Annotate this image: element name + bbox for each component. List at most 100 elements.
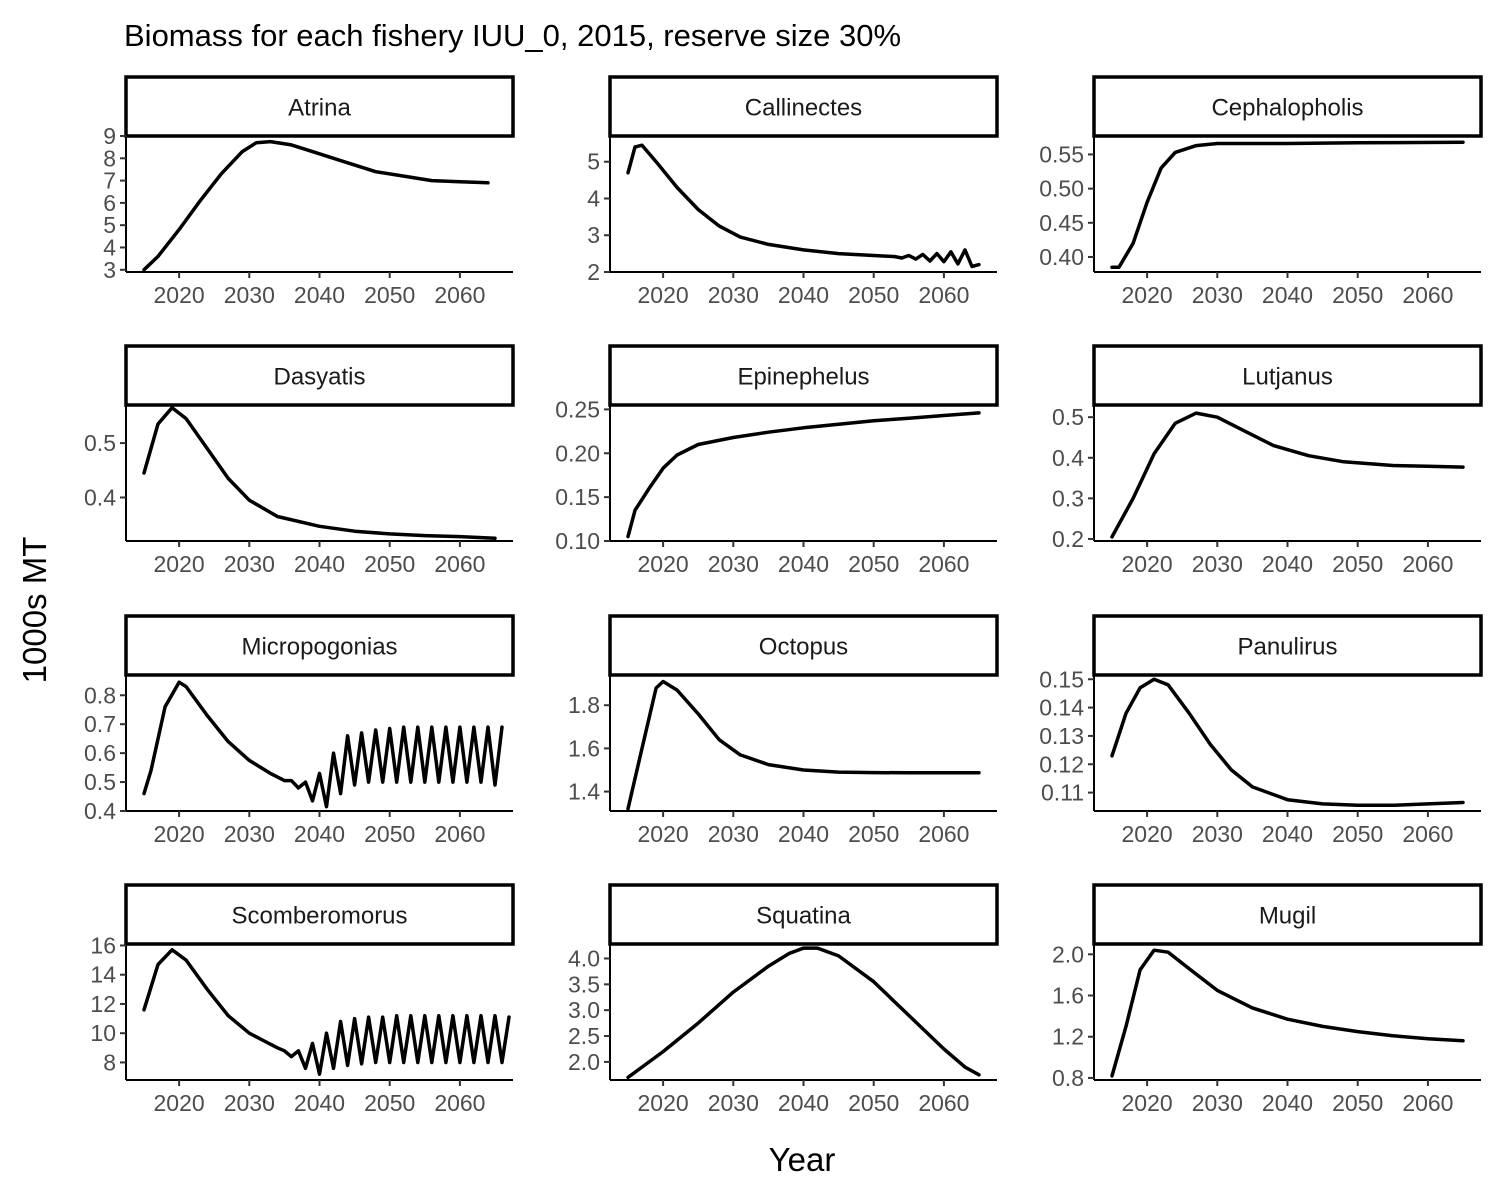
panel-lutjanus-strip-label: Lutjanus	[1242, 364, 1333, 391]
panel-lutjanus-y-tick-label: 0.3	[1052, 485, 1084, 511]
panel-atrina-strip	[124, 75, 515, 138]
panel-dasyatis: Dasyatis 0.4 0.5 2020 2030 2040 2050 2060	[84, 344, 515, 577]
panel-dasyatis-x-tick-label: 2050	[364, 551, 415, 577]
panel-octopus-x-tick-label: 2060	[918, 821, 969, 847]
panel-callinectes-series-line	[626, 143, 981, 269]
panel-octopus-strip-label: Octopus	[759, 634, 848, 661]
panel-squatina-strip	[608, 883, 999, 946]
panel-panulirus-y-tick-label: 0.15	[1039, 666, 1084, 692]
panel-squatina-y-tick-label: 2.0	[568, 1049, 600, 1075]
panel-micropogonias-x-tick-label: 2030	[224, 821, 275, 847]
panel-cephalopholis-x-tick-label: 2020	[1122, 282, 1173, 308]
panel-epinephelus-y-tick-label: 0.20	[555, 440, 600, 466]
panel-callinectes: Callinectes 2 3 4 5 2020 2030 2040 2050 2060	[587, 75, 999, 308]
panel-callinectes-x-tick-label: 2050	[848, 282, 899, 308]
panel-micropogonias-x-tick-label: 2060	[434, 821, 485, 847]
panel-dasyatis-x-tick-label: 2040	[294, 551, 345, 577]
panel-atrina-x-tick-label: 2050	[364, 282, 415, 308]
panel-lutjanus-y-tick-label: 0.4	[1052, 445, 1084, 471]
panel-lutjanus-x-tick-label: 2050	[1332, 551, 1383, 577]
panel-scomberomorus-x-tick-label: 2030	[224, 1090, 275, 1116]
panel-scomberomorus-strip	[124, 883, 515, 946]
panel-lutjanus-x-tick-label: 2040	[1262, 551, 1313, 577]
panel-micropogonias-y-tick-label: 0.5	[84, 769, 116, 795]
panel-callinectes-x-tick-label: 2040	[778, 282, 829, 308]
panel-cephalopholis-y-tick-label: 0.45	[1039, 210, 1084, 236]
panel-octopus-y-tick-label: 1.8	[568, 692, 600, 718]
panel-scomberomorus-x-tick-label: 2060	[434, 1090, 485, 1116]
panel-dasyatis-strip-label: Dasyatis	[273, 364, 365, 391]
panel-octopus: Octopus 1.4 1.6 1.8 2020 2030 2040 2050 2060	[568, 614, 999, 847]
panel-squatina-y-tick-label: 2.5	[568, 1023, 600, 1049]
panel-dasyatis-x-tick-label: 2030	[224, 551, 275, 577]
panel-epinephelus-y-tick-label: 0.25	[555, 396, 600, 422]
panel-atrina-x-tick-label: 2030	[224, 282, 275, 308]
panel-callinectes-x-tick-label: 2020	[638, 282, 689, 308]
panel-mugil-x-tick-label: 2040	[1262, 1090, 1313, 1116]
panel-atrina-x-tick-label: 2060	[434, 282, 485, 308]
panel-micropogonias-y-tick-label: 0.8	[84, 682, 116, 708]
panel-mugil-series-line	[1110, 948, 1465, 1078]
panel-mugil-strip	[1092, 883, 1483, 946]
panel-epinephelus-x-tick-label: 2050	[848, 551, 899, 577]
panel-mugil-x-tick-label: 2060	[1402, 1090, 1453, 1116]
panel-lutjanus-y-tick-label: 0.2	[1052, 526, 1084, 552]
panel-atrina-y-tick-label: 4	[103, 234, 116, 260]
panel-callinectes-y-tick-label: 4	[587, 185, 600, 211]
panel-squatina-series-line	[626, 946, 981, 1080]
panel-cephalopholis-x-tick-label: 2030	[1192, 282, 1243, 308]
panel-micropogonias-y-tick-label: 0.7	[84, 711, 116, 737]
panel-octopus-strip	[608, 614, 999, 677]
panel-epinephelus-x-tick-label: 2060	[918, 551, 969, 577]
panel-callinectes-x-tick-label: 2030	[708, 282, 759, 308]
panel-cephalopholis-y-tick-label: 0.50	[1039, 176, 1084, 202]
panel-atrina-y-tick-label: 6	[103, 190, 116, 216]
panel-micropogonias-x-tick-label: 2020	[154, 821, 205, 847]
panel-atrina-series-line	[142, 139, 490, 272]
panel-lutjanus-x-tick-label: 2020	[1122, 551, 1173, 577]
y-axis-title: 1000s MT	[16, 537, 53, 684]
panel-cephalopholis: Cephalopholis 0.40 0.45 0.50 0.55 2020 2030 204…	[1039, 75, 1483, 308]
panel-atrina-y-tick-label: 3	[103, 257, 116, 283]
panel-dasyatis-y-tick-label: 0.5	[84, 430, 116, 456]
panel-dasyatis-strip	[124, 344, 515, 407]
panel-atrina-y-tick-label: 7	[103, 168, 116, 194]
panel-mugil-x-tick-label: 2050	[1332, 1090, 1383, 1116]
panel-callinectes-y-tick-label: 5	[587, 149, 600, 175]
panel-scomberomorus-y-tick-label: 8	[103, 1049, 116, 1075]
panel-micropogonias-x-tick-label: 2040	[294, 821, 345, 847]
panel-atrina-y-tick-label: 9	[103, 123, 116, 149]
panel-panulirus-x-tick-label: 2060	[1402, 821, 1453, 847]
panel-atrina-x-tick-label: 2040	[294, 282, 345, 308]
panel-squatina-y-tick-label: 4.0	[568, 945, 600, 971]
panel-panulirus-strip-label: Panulirus	[1237, 634, 1337, 661]
panel-callinectes-strip	[608, 75, 999, 138]
panel-scomberomorus-y-tick-label: 14	[90, 962, 116, 988]
panel-micropogonias-x-tick-label: 2050	[364, 821, 415, 847]
panel-panulirus-x-tick-label: 2050	[1332, 821, 1383, 847]
panel-octopus-x-tick-label: 2040	[778, 821, 829, 847]
panel-squatina-x-tick-label: 2020	[638, 1090, 689, 1116]
panel-squatina-x-tick-label: 2040	[778, 1090, 829, 1116]
panel-mugil-x-tick-label: 2030	[1192, 1090, 1243, 1116]
panel-cephalopholis-series-line	[1110, 140, 1465, 269]
panel-squatina-y-tick-label: 3.5	[568, 971, 600, 997]
panel-epinephelus-strip	[608, 344, 999, 407]
panel-epinephelus-x-tick-label: 2020	[638, 551, 689, 577]
panel-scomberomorus-y-tick-label: 16	[90, 932, 116, 958]
panel-panulirus-y-tick-label: 0.12	[1039, 751, 1084, 777]
panel-octopus-x-tick-label: 2030	[708, 821, 759, 847]
panel-scomberomorus: Scomberomorus 8 10 12 14 16 2020 2030 2040 2050 20…	[90, 883, 515, 1116]
panel-micropogonias-y-tick-label: 0.4	[84, 798, 116, 824]
panel-scomberomorus-strip-label: Scomberomorus	[231, 903, 407, 930]
panel-micropogonias: Micropogonias 0.4 0.5 0.6 0.7 0.8 2020 2030 2040…	[84, 614, 515, 847]
panel-lutjanus-x-tick-label: 2030	[1192, 551, 1243, 577]
panel-squatina: Squatina 2.02.53.03.54.0 2020 2030 2040 2050 2…	[568, 883, 999, 1116]
panel-octopus-x-tick-label: 2020	[638, 821, 689, 847]
panel-atrina-strip-label: Atrina	[288, 95, 351, 122]
panel-mugil-y-tick-label: 1.2	[1052, 1024, 1084, 1050]
panel-panulirus: Panulirus 0.11 0.120.130.14 0.15 2020 2030 204…	[1039, 614, 1483, 847]
panel-cephalopholis-x-tick-label: 2040	[1262, 282, 1313, 308]
